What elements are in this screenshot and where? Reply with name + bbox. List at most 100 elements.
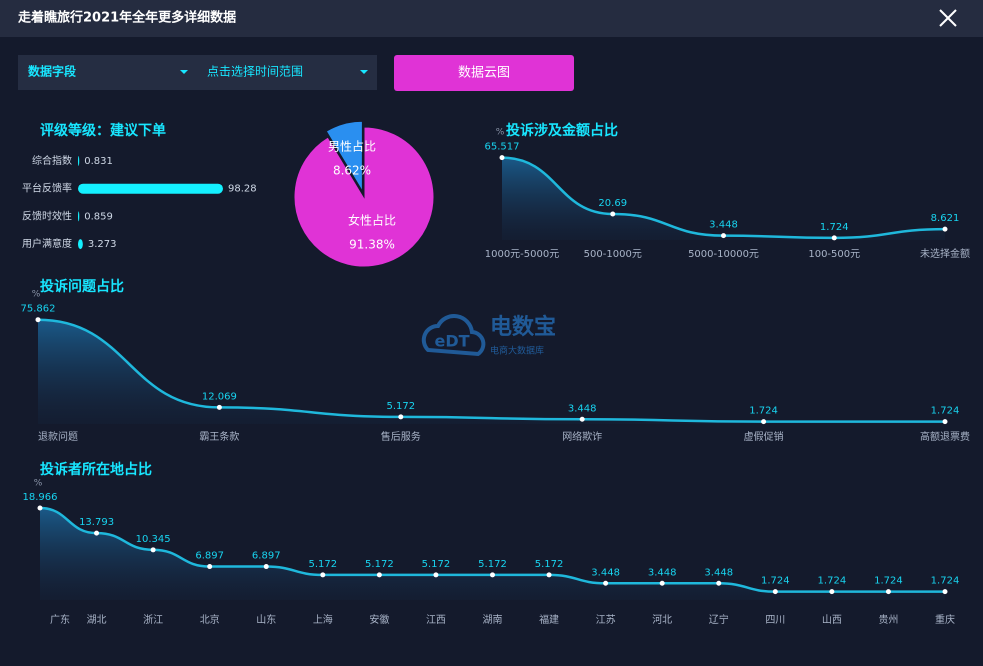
watermark-brand: 电数宝 (490, 314, 556, 340)
data-label: 1.724 (874, 576, 903, 587)
y-unit: % (34, 479, 43, 489)
x-tick-label: 高额退票费 (920, 430, 970, 443)
point (831, 235, 837, 241)
point (546, 572, 552, 578)
point (885, 589, 891, 595)
x-tick-label: 500-1000元 (584, 249, 642, 260)
x-tick-label: 河北 (652, 614, 672, 626)
watermark-subtitle: 电商大数据库 (490, 345, 544, 357)
point (721, 233, 726, 239)
data-label: 3.448 (568, 403, 597, 414)
data-label: 1.724 (820, 222, 849, 233)
data-label: 3.448 (591, 567, 620, 578)
bar-value: 98.28 (228, 184, 257, 195)
point (610, 211, 616, 217)
point (94, 530, 100, 536)
point (829, 589, 835, 595)
data-label: 13.793 (79, 517, 114, 528)
time-select[interactable] (198, 55, 377, 90)
data-label: 6.897 (252, 551, 281, 562)
data-label: 8.621 (931, 213, 960, 224)
data-label: 1.724 (761, 576, 790, 587)
cloud-button[interactable] (394, 55, 574, 91)
point (216, 404, 222, 410)
point (35, 317, 41, 323)
point (499, 155, 505, 161)
x-tick-label: 未选择金额 (920, 247, 970, 260)
chart-title: 投诉问题占比 (40, 278, 124, 295)
data-label: 1.724 (749, 406, 778, 417)
bar-value: 0.859 (84, 211, 113, 222)
x-tick-label: 湖北 (87, 614, 107, 626)
watermark-logo: eDT (434, 332, 469, 351)
data-label: 6.897 (195, 551, 224, 562)
data-label: 18.966 (23, 492, 58, 503)
x-tick-label: 霸王条款 (199, 430, 239, 443)
data-label: 20.69 (598, 198, 627, 209)
watermark: eDT 电数宝 电商大数据库 (421, 314, 556, 357)
data-label: 5.172 (422, 559, 451, 570)
point (942, 589, 948, 595)
bar-value: 3.273 (88, 239, 117, 250)
data-label: 5.172 (308, 559, 337, 570)
point (320, 572, 326, 578)
x-tick-label: 重庆 (935, 613, 955, 626)
x-tick-label: 山西 (822, 614, 842, 626)
x-tick-label: 网络欺诈 (562, 430, 602, 443)
x-tick-label: 浙江 (143, 614, 163, 626)
time-select-label: 点击选择时间范围 (207, 65, 303, 79)
data-label: 3.448 (709, 220, 738, 231)
field-select[interactable] (18, 55, 198, 90)
bar-value: 0.831 (84, 156, 113, 167)
pie-label: 男性占比 (328, 139, 376, 154)
data-label: 65.517 (485, 142, 520, 153)
point (761, 419, 767, 425)
y-unit: % (496, 128, 505, 138)
point (942, 419, 948, 425)
x-tick-label: 5000-10000元 (688, 249, 759, 260)
point (37, 505, 43, 511)
x-tick-label: 虚假促销 (744, 430, 784, 443)
pie-slice (325, 120, 363, 194)
x-tick-label: 四川 (765, 615, 785, 626)
point (772, 589, 778, 595)
data-label: 1.724 (818, 576, 847, 587)
point (716, 580, 722, 586)
x-tick-label: 山东 (256, 613, 276, 626)
bar (78, 239, 83, 250)
bar (78, 183, 223, 194)
data-label: 5.172 (478, 559, 507, 570)
header-bar (0, 0, 983, 37)
x-tick-label: 江苏 (596, 613, 616, 626)
pie-slice (293, 126, 435, 268)
x-tick-label: 售后服务 (381, 430, 421, 443)
point (659, 580, 665, 586)
point (150, 547, 156, 553)
pie-label: 女性占比 (348, 213, 396, 228)
line (501, 156, 946, 240)
bar-label: 综合指数 (32, 154, 72, 167)
data-label: 3.448 (648, 567, 677, 578)
point (942, 226, 948, 232)
y-unit: % (32, 290, 41, 300)
point (398, 414, 404, 420)
x-tick-label: 100-500元 (808, 249, 860, 260)
data-label: 5.172 (365, 559, 394, 570)
bar-label: 平台反馈率 (22, 182, 72, 195)
header-title: 走着瞧旅行2021年全年更多详细数据 (18, 10, 236, 26)
data-label: 1.724 (931, 406, 960, 417)
bar (78, 156, 80, 166)
x-tick-label: 安徽 (369, 613, 389, 626)
point (490, 572, 495, 578)
point (207, 564, 213, 570)
x-tick-label: 1000元-5000元 (485, 249, 560, 260)
x-tick-label: 广东 (50, 613, 70, 626)
x-tick-label: 退款问题 (38, 430, 78, 443)
x-tick-label: 湖南 (483, 613, 503, 626)
line (37, 318, 945, 423)
x-tick-label: 北京 (200, 613, 220, 626)
pie-value: 91.38% (349, 238, 395, 252)
close-button[interactable] (939, 9, 957, 27)
data-label: 5.172 (535, 559, 564, 570)
